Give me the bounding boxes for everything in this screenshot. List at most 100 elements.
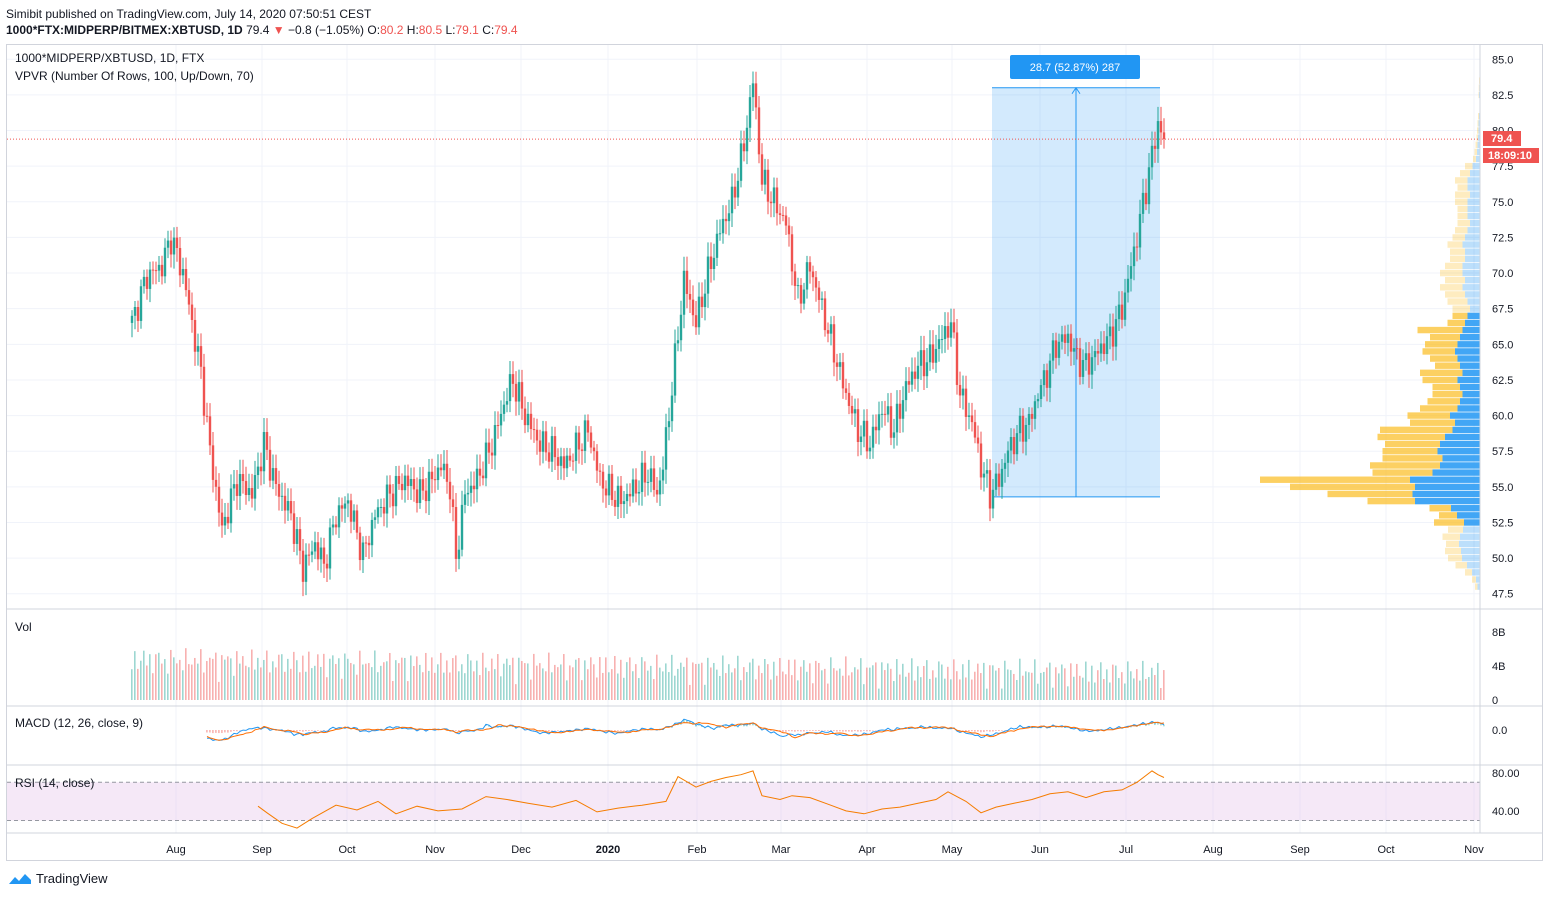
vpvr-up-bar bbox=[1457, 405, 1480, 412]
candle-body bbox=[511, 374, 515, 384]
macd-histogram-bar bbox=[614, 730, 616, 732]
vpvr-down-bar bbox=[1452, 305, 1470, 312]
candle-body bbox=[1111, 326, 1115, 347]
volume-bar bbox=[1046, 667, 1048, 700]
vpvr-up-bar bbox=[1462, 390, 1480, 398]
volume-bar bbox=[617, 673, 619, 700]
candle-body bbox=[661, 469, 665, 481]
candle-body bbox=[238, 474, 242, 496]
chart-frame[interactable] bbox=[6, 44, 1543, 861]
volume-bar bbox=[1019, 658, 1021, 700]
candle-body bbox=[817, 287, 821, 300]
candle-body bbox=[1150, 145, 1154, 168]
volume-bar bbox=[608, 672, 610, 700]
candle-body bbox=[190, 304, 194, 320]
candle-body bbox=[946, 326, 950, 338]
volume-bar bbox=[224, 659, 226, 700]
volume-bar bbox=[173, 657, 175, 700]
macd-histogram-bar bbox=[782, 730, 784, 732]
time-tick-label: Feb bbox=[688, 844, 707, 856]
candle-body bbox=[727, 213, 731, 222]
volume-bar bbox=[893, 681, 895, 700]
volume-bar bbox=[335, 663, 337, 700]
volume-bar bbox=[251, 649, 253, 700]
candle-body bbox=[319, 547, 323, 560]
vpvr-up-bar bbox=[1476, 155, 1480, 163]
macd-histogram-bar bbox=[488, 725, 490, 727]
vpvr-down-bar bbox=[1447, 298, 1468, 305]
macd-histogram-bar bbox=[221, 730, 223, 734]
vpvr-down-bar bbox=[1445, 276, 1465, 284]
volume-bar bbox=[674, 675, 676, 700]
volume-bar bbox=[1145, 678, 1147, 700]
volume-bar bbox=[404, 657, 406, 700]
candle-body bbox=[496, 425, 500, 427]
volume-bar bbox=[350, 662, 352, 700]
candle-body bbox=[181, 268, 185, 276]
volume-bar bbox=[626, 662, 628, 700]
candle-body bbox=[646, 481, 650, 483]
candle-body bbox=[349, 500, 353, 522]
volume-bar bbox=[941, 664, 943, 700]
volume-bar bbox=[1094, 682, 1096, 700]
candle-body bbox=[982, 473, 986, 478]
volume-bar bbox=[710, 667, 712, 700]
volume-bar bbox=[1073, 676, 1075, 700]
volume-bar bbox=[983, 662, 985, 700]
volume-bar bbox=[323, 653, 325, 700]
macd-histogram-bar bbox=[794, 730, 796, 732]
candle-body bbox=[133, 307, 137, 316]
macd-histogram-bar bbox=[674, 723, 676, 726]
vpvr-up-bar bbox=[1415, 497, 1480, 505]
candle-body bbox=[283, 495, 287, 511]
volume-bar bbox=[965, 677, 967, 700]
candle-body bbox=[277, 484, 281, 497]
vpvr-up-bar bbox=[1467, 312, 1480, 320]
candle-body bbox=[871, 426, 875, 448]
volume-bar bbox=[650, 665, 652, 700]
candle-body bbox=[652, 468, 656, 490]
candle-body bbox=[985, 470, 989, 474]
candle-body bbox=[1096, 351, 1100, 354]
candle-body bbox=[1045, 370, 1049, 388]
macd-histogram-bar bbox=[209, 730, 211, 733]
volume-bar bbox=[368, 663, 370, 700]
volume-bar bbox=[1085, 661, 1087, 700]
volume-bar bbox=[1160, 687, 1162, 700]
volume-bar bbox=[227, 656, 229, 700]
candle-body bbox=[1054, 340, 1058, 358]
volume-bar bbox=[452, 658, 454, 700]
candle-body bbox=[1069, 333, 1073, 352]
low-value: 79.1 bbox=[455, 23, 479, 37]
high-value: 80.5 bbox=[418, 23, 443, 37]
macd-histogram-bar bbox=[425, 730, 427, 731]
volume-bar bbox=[1043, 671, 1045, 700]
macd-histogram-bar bbox=[1145, 724, 1147, 727]
volume-bar bbox=[263, 659, 265, 700]
macd-histogram-bar bbox=[989, 730, 991, 732]
candle-body bbox=[139, 286, 143, 321]
candle-body bbox=[715, 233, 719, 258]
candle-body bbox=[334, 524, 338, 528]
candle-body bbox=[964, 388, 968, 417]
volume-bar bbox=[635, 664, 637, 700]
macd-histogram-bar bbox=[1088, 730, 1090, 731]
vpvr-down-bar bbox=[1425, 341, 1458, 348]
volume-bar bbox=[446, 660, 448, 700]
vpvr-down-bar bbox=[1382, 448, 1438, 455]
vpvr-down-bar bbox=[1450, 248, 1465, 255]
macd-histogram-bar bbox=[227, 730, 229, 733]
volume-bar bbox=[194, 657, 196, 700]
volume-bar bbox=[944, 678, 946, 700]
vpvr-up-bar bbox=[1432, 469, 1480, 476]
candle-body bbox=[574, 432, 578, 461]
vpvr-down-bar bbox=[1430, 333, 1460, 341]
volume-bar bbox=[146, 665, 148, 700]
vpvr-down-bar bbox=[1478, 84, 1480, 91]
candle-body bbox=[463, 494, 467, 505]
candle-body bbox=[592, 447, 596, 452]
macd-histogram-bar bbox=[968, 730, 970, 732]
candle-body bbox=[163, 247, 167, 277]
candle-body bbox=[568, 455, 572, 461]
